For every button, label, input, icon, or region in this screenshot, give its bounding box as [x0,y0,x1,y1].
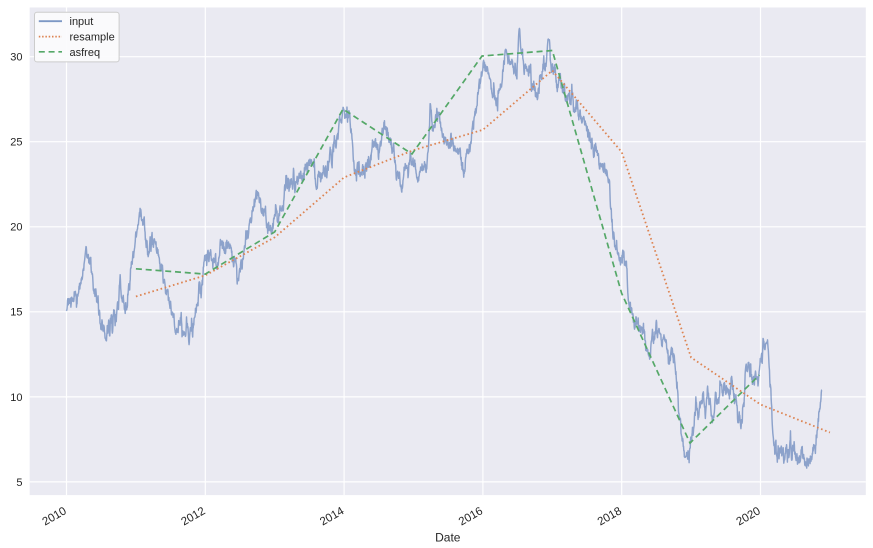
svg-text:5: 5 [16,477,22,489]
svg-text:20: 20 [10,222,22,234]
svg-text:resample: resample [70,32,115,44]
svg-text:input: input [70,16,94,28]
svg-text:15: 15 [10,307,22,319]
svg-text:Date: Date [435,531,461,545]
svg-text:10: 10 [10,392,22,404]
svg-text:25: 25 [10,137,22,149]
svg-text:asfreq: asfreq [70,47,101,59]
svg-text:30: 30 [10,52,22,64]
